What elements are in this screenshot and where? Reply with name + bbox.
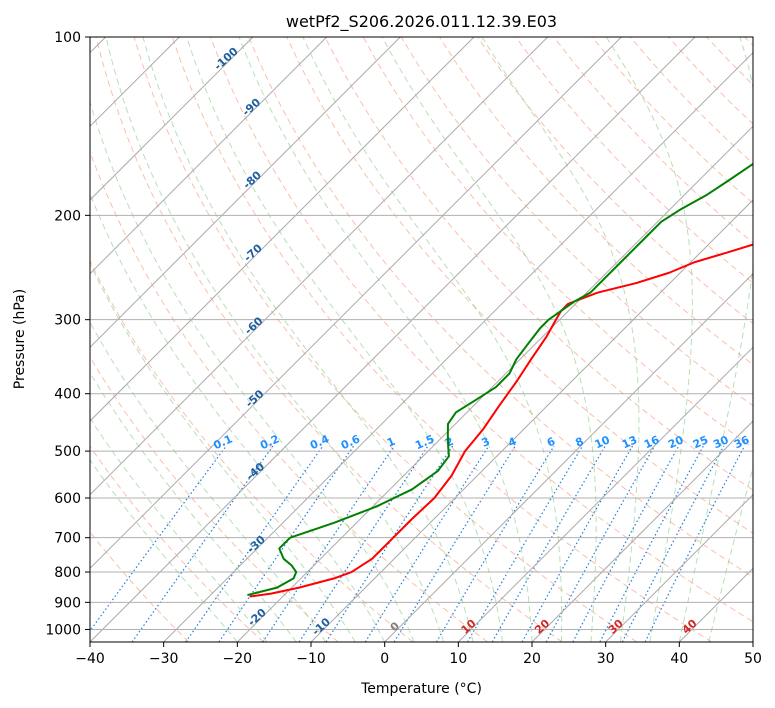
- x-tick-label: −20: [223, 651, 253, 667]
- mixing-ratio-label: 10: [593, 433, 613, 451]
- isotherm-line: [605, 493, 753, 642]
- y-tick-label: 900: [54, 595, 81, 611]
- x-tick-label: 20: [523, 651, 541, 667]
- mixing-ratio-line: [262, 445, 395, 642]
- isotherm-line: [90, 37, 328, 275]
- isotherm-line: [90, 37, 254, 201]
- x-tick-label: 40: [670, 651, 688, 667]
- x-tick-label: 0: [380, 651, 389, 667]
- mixing-ratio-line: [621, 445, 725, 642]
- x-axis-label: Temperature (°C): [360, 681, 482, 697]
- isotherm-lines: [90, 37, 753, 642]
- dry-adiabat-line: [286, 37, 753, 534]
- moist-adiabat-line: [90, 100, 415, 642]
- moist-adiabat-line: [708, 465, 753, 642]
- moist-adiabat-line: [381, 37, 597, 642]
- dry-adiabat-line: [90, 356, 339, 642]
- y-axis: 100 200 300 400 500 600 700 800 900 1000: [45, 30, 90, 638]
- dry-adiabat-line: [171, 37, 712, 642]
- moist-adiabat-line: [142, 37, 474, 642]
- x-tick-label: −30: [149, 651, 179, 667]
- mixing-ratio-line: [185, 445, 324, 642]
- mixing-ratio-line: [545, 445, 656, 642]
- mixing-ratio-line: [131, 445, 274, 642]
- dry-adiabat-line: [133, 37, 638, 642]
- moist-adiabat-line: [605, 37, 693, 642]
- temperature-profile-line: [249, 243, 753, 598]
- mixing-ratio-label: 13: [620, 433, 639, 451]
- dry-adiabat-line: [324, 37, 753, 491]
- dewpoint-profile-line: [247, 162, 753, 597]
- mixing-ratio-line: [521, 445, 634, 642]
- dry-adiabat-line: [210, 37, 753, 623]
- dry-adiabats: [90, 37, 753, 642]
- profile-series: [247, 162, 753, 598]
- moist-adiabat-line: [90, 192, 386, 642]
- dry-adiabat-line: [90, 259, 414, 642]
- plot-area: -100-90-80-70-60-50-40-30-20 -10 0 10 20 30 40…: [90, 37, 753, 642]
- mixing-ratio-line: [218, 445, 355, 642]
- moist-adiabat-line: [90, 262, 356, 642]
- isotherm-line: [384, 272, 753, 642]
- isobar-gridlines: [90, 37, 753, 630]
- mixing-ratio-line: [325, 445, 454, 642]
- y-tick-label: 200: [54, 208, 81, 224]
- y-tick-label: 400: [54, 387, 81, 403]
- y-axis-label: Pressure (hPa): [12, 289, 28, 389]
- dry-adiabat-line: [95, 37, 563, 642]
- moist-adiabat-line: [90, 321, 327, 642]
- dry-adiabat-line: [90, 445, 264, 642]
- y-tick-label: 300: [54, 313, 81, 329]
- mixing-ratio-label: 20: [666, 433, 686, 451]
- mixing-ratio-line: [393, 445, 516, 642]
- isotherm-line: [531, 420, 753, 642]
- dry-adiabat-line: [248, 37, 753, 578]
- mixing-ratio-label: 25: [691, 433, 710, 451]
- isotherm-line: [90, 37, 401, 349]
- moist-adiabat-line: [302, 37, 563, 642]
- moist-adiabat-line: [105, 37, 445, 642]
- isotherm-line: [90, 37, 475, 422]
- mixing-ratio-line: [298, 445, 429, 642]
- isotherm-line: [310, 199, 753, 642]
- chart-title: wetPf2_S206.2026.011.12.39.E03: [286, 12, 557, 32]
- mixing-ratio-line: [435, 445, 555, 642]
- mixing-ratio-line: [644, 445, 746, 642]
- moist-adiabat-line: [678, 37, 753, 642]
- mixing-ratio-label: 36: [732, 433, 752, 451]
- isotherm-line: [163, 51, 753, 642]
- x-tick-label: −10: [296, 651, 326, 667]
- isotherm-line: [90, 37, 549, 496]
- moist-adiabats: [90, 37, 753, 642]
- moist-adiabat-line: [90, 459, 238, 642]
- isotherm-line: [90, 37, 696, 642]
- mixing-ratio-line: [466, 445, 584, 642]
- moist-adiabat-line: [186, 37, 504, 642]
- x-tick-label: 10: [449, 651, 467, 667]
- x-tick-label: −40: [75, 651, 105, 667]
- plot-frame: [89, 36, 754, 643]
- isotherm-line: [236, 125, 753, 642]
- mixing-ratio-label: 30: [711, 433, 731, 451]
- dry-adiabat-line: [515, 37, 753, 284]
- x-tick-label: 30: [597, 651, 615, 667]
- y-tick-label: 100: [54, 30, 81, 46]
- y-tick-label: 600: [54, 491, 81, 507]
- moist-adiabat-line: [238, 37, 533, 642]
- isotherm-line: [90, 37, 622, 570]
- x-axis: −40 −30 −20 −10 0 10 20 30 40 50: [75, 642, 762, 667]
- isotherm-line: [457, 346, 753, 642]
- moist-adiabat-line: [90, 417, 268, 642]
- y-tick-label: 800: [54, 565, 81, 581]
- moist-adiabat-line: [481, 37, 640, 642]
- moist-adiabat-line: [90, 371, 297, 642]
- mixing-ratio-label: 16: [642, 433, 662, 451]
- y-tick-label: 1000: [45, 622, 81, 638]
- y-tick-label: 700: [54, 531, 81, 547]
- y-tick-label: 500: [54, 444, 81, 460]
- x-tick-label: 50: [744, 651, 762, 667]
- mixing-ratio-lines: [90, 445, 746, 642]
- mixing-ratio-line: [364, 445, 490, 642]
